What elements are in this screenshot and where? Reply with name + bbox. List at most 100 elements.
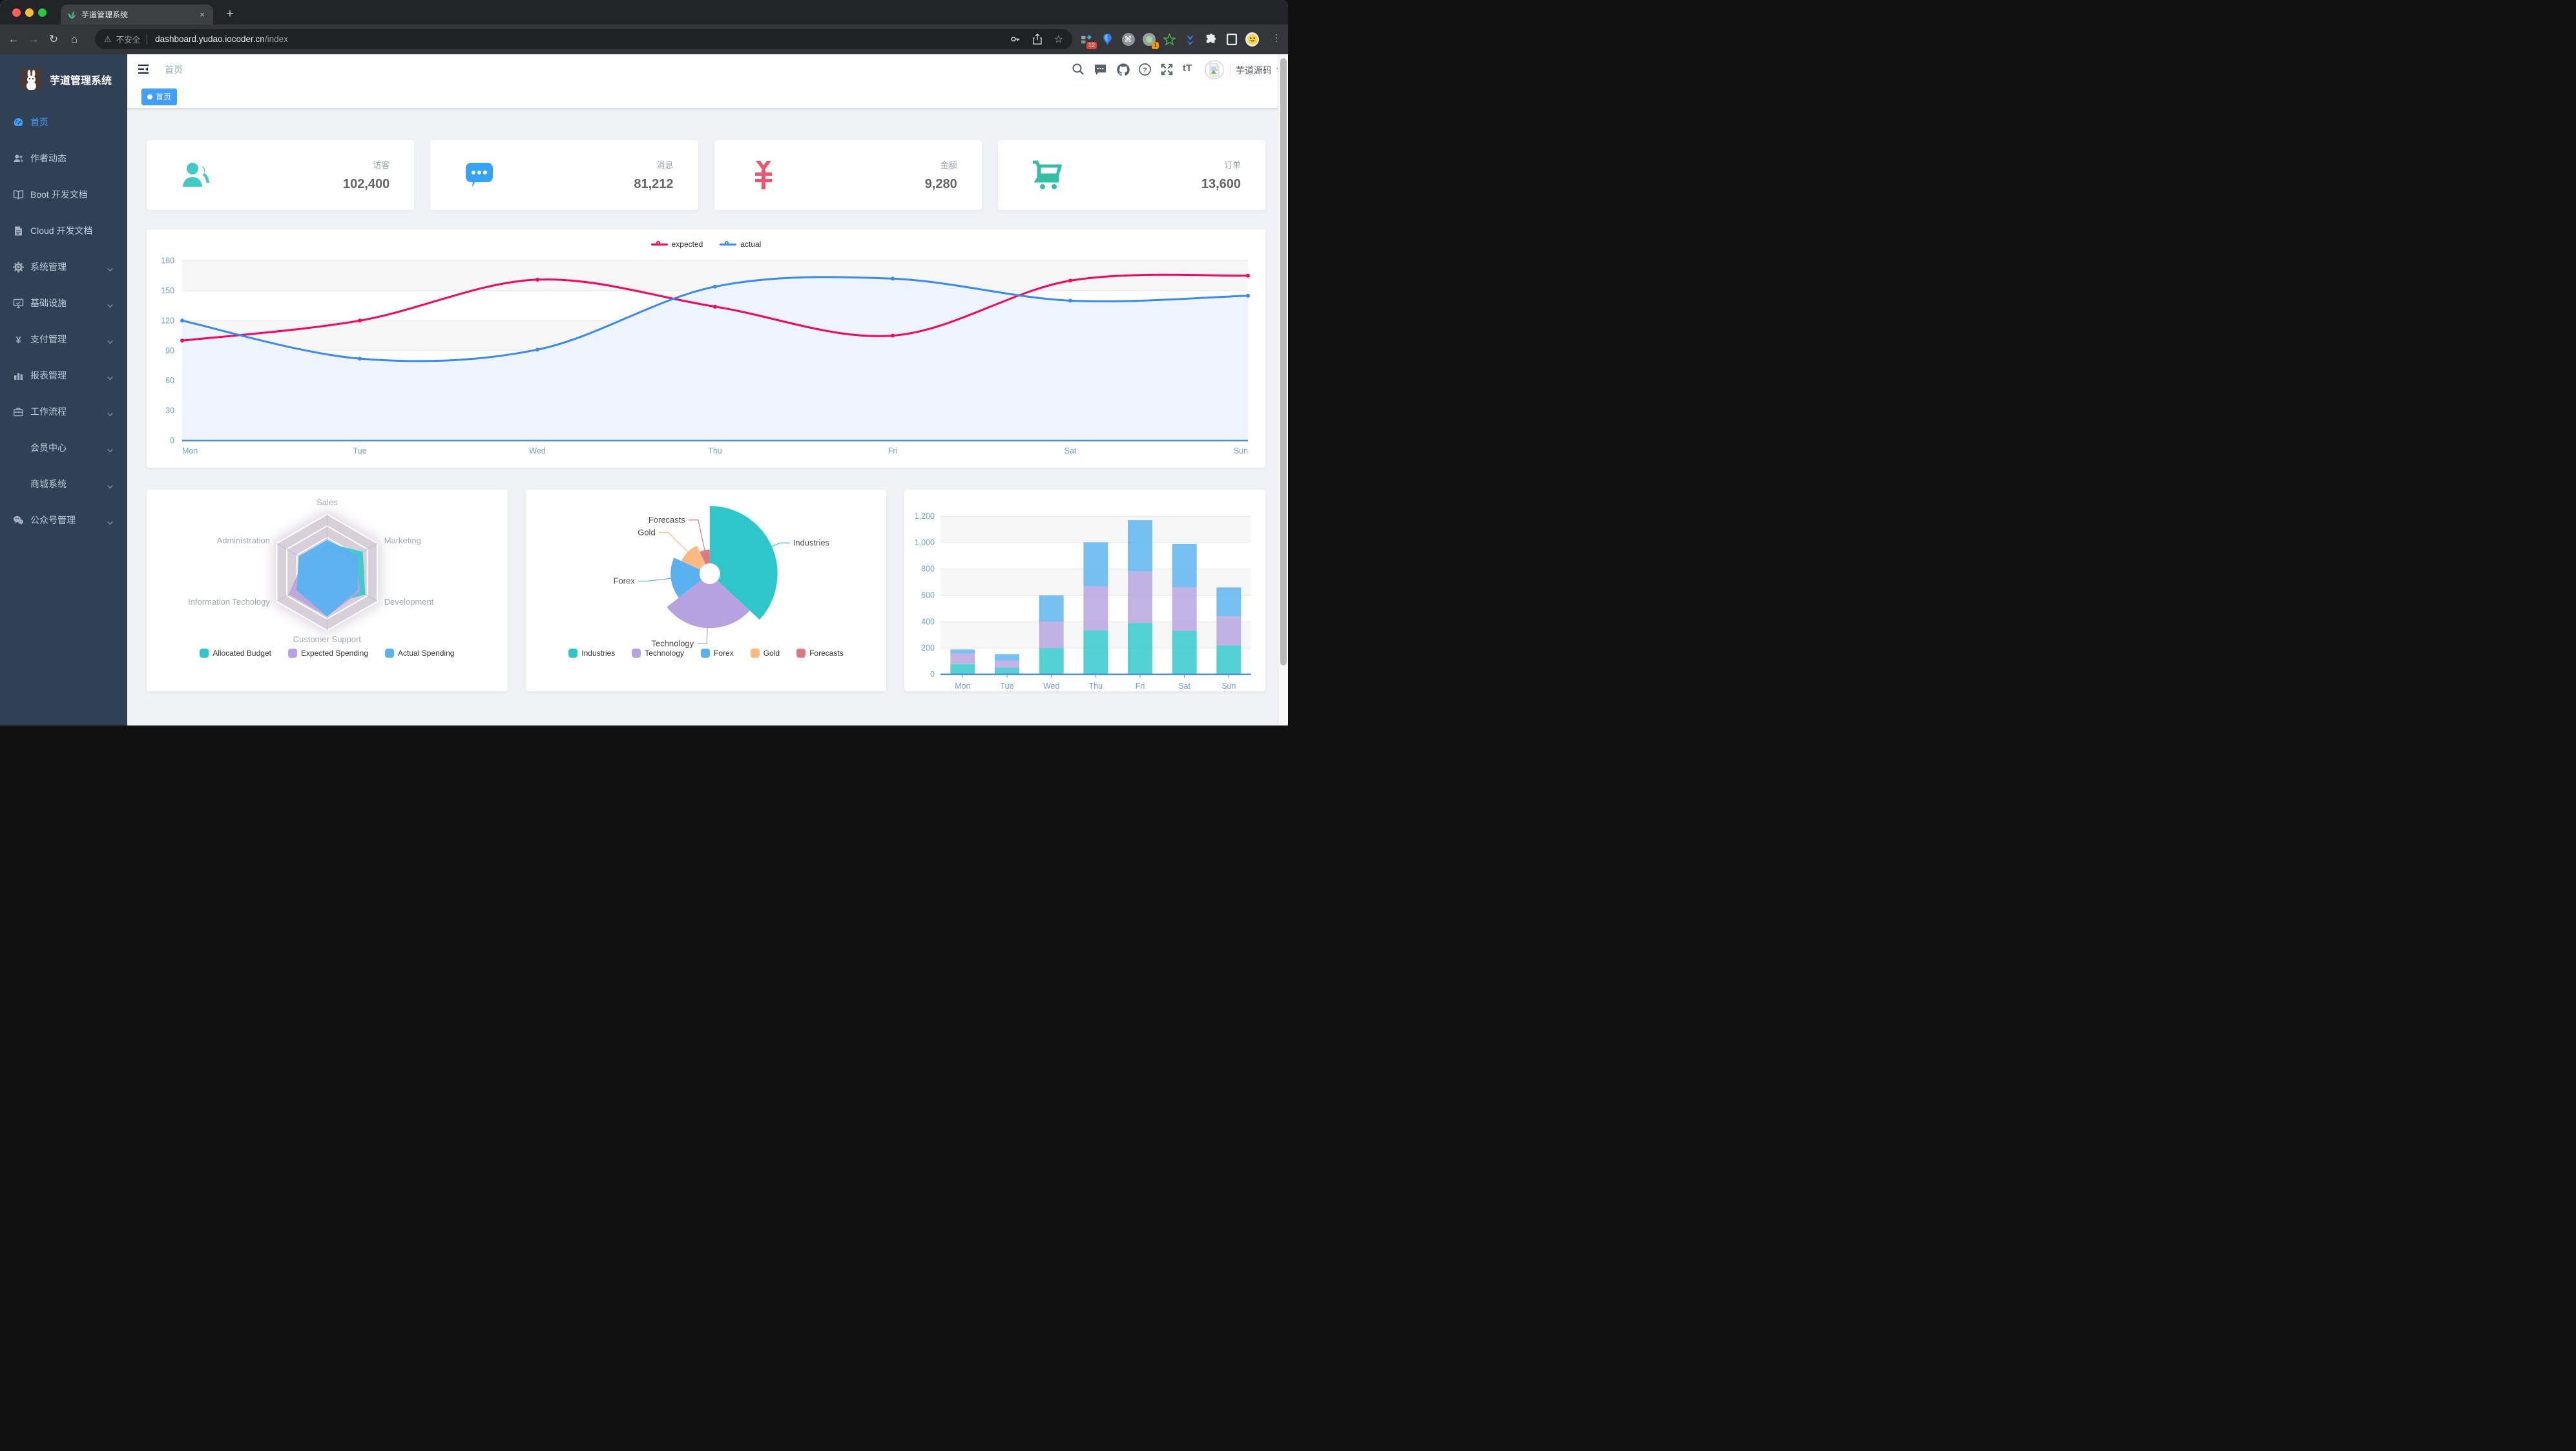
- browser-menu-icon[interactable]: ⋮: [1272, 32, 1281, 43]
- message-icon[interactable]: [1094, 63, 1108, 77]
- sidebar-item-label: 工作流程: [30, 406, 67, 417]
- font-size-icon[interactable]: tT: [1183, 63, 1192, 74]
- sidebar-menu: 首页 作者动态 Boot 开发文档 Cloud 开发文档 系统管理 基础设施 ¥ 支付管理报表…: [0, 104, 127, 538]
- sidebar-item-1[interactable]: 作者动态: [0, 140, 127, 176]
- sidebar-item-9[interactable]: 会员中心: [0, 430, 127, 466]
- legend-item-0[interactable]: Industries: [568, 649, 615, 658]
- pie-chart-card: Industries Technology Forex Gold Forecasts I…: [525, 490, 887, 691]
- sidebar-item-6[interactable]: ¥ 支付管理: [0, 321, 127, 357]
- sidebar-item-4[interactable]: 系统管理: [0, 249, 127, 285]
- legend-item-2[interactable]: Forex: [701, 649, 734, 658]
- legend-item-4[interactable]: Forecasts: [796, 649, 844, 658]
- svg-text:Wed: Wed: [529, 446, 546, 455]
- sidebar-logo[interactable]: 芋道管理系统: [0, 54, 127, 104]
- svg-text:Tue: Tue: [353, 446, 366, 455]
- sidebar-item-2[interactable]: Boot 开发文档: [0, 176, 127, 213]
- close-window-button[interactable]: [12, 8, 21, 17]
- home-icon[interactable]: ⌂: [70, 33, 78, 45]
- address-bar[interactable]: ⚠ 不安全 dashboard.yudao.iocoder.cn /index …: [95, 29, 1072, 49]
- extension-balloon-icon[interactable]: [1101, 33, 1114, 47]
- fullscreen-icon[interactable]: [1160, 63, 1174, 77]
- legend-item-2[interactable]: Actual Spending: [385, 649, 454, 658]
- svg-text:Technology: Technology: [651, 638, 694, 648]
- bookmark-star-icon[interactable]: ☆: [1054, 34, 1063, 45]
- svg-text:Fri: Fri: [1136, 682, 1145, 691]
- user-name[interactable]: 芋道源码: [1236, 65, 1272, 76]
- new-tab-button[interactable]: +: [226, 7, 234, 21]
- stat-card-1[interactable]: 消息 81,212: [430, 140, 698, 210]
- stat-value: 9,280: [924, 177, 957, 191]
- extension-sidepanel-icon[interactable]: [1225, 33, 1238, 47]
- bar-chart: Mon Tue Wed Thu Fri Sat Sun 0 200 400 600 800 1,000 1…: [904, 490, 1265, 691]
- legend-item-1[interactable]: actual: [720, 240, 761, 249]
- extension-star-icon[interactable]: [1163, 33, 1176, 47]
- legend-item-0[interactable]: expected: [650, 240, 703, 249]
- svg-text:0: 0: [930, 670, 935, 679]
- extension-command-icon[interactable]: ⌘: [1121, 33, 1135, 47]
- legend-item-1[interactable]: Technology: [632, 649, 684, 658]
- stat-label: 订单: [1223, 160, 1241, 170]
- zoom-window-button[interactable]: [38, 8, 47, 17]
- legend-swatch: [287, 649, 297, 658]
- line-chart-legend[interactable]: expected actual: [147, 240, 1265, 249]
- tag-active-dot: [147, 94, 152, 99]
- extensions-puzzle-icon[interactable]: [1204, 33, 1218, 47]
- reload-icon[interactable]: ↻: [48, 33, 59, 45]
- sidebar-item-label: 报表管理: [30, 370, 67, 381]
- sidebar-item-label: 公众号管理: [30, 515, 76, 525]
- stat-card-3[interactable]: 订单 13,600: [997, 140, 1265, 210]
- sidebar: 芋道管理系统 首页 作者动态 Boot 开发文档 Cloud 开发文档 系统管理 基础设施…: [0, 54, 127, 725]
- legend-item-0[interactable]: Allocated Budget: [200, 649, 271, 658]
- user-avatar-broken-image-icon[interactable]: [1205, 60, 1224, 79]
- search-icon[interactable]: [1072, 63, 1086, 77]
- minimize-window-button[interactable]: [25, 8, 34, 17]
- browser-tab[interactable]: 芋道管理系统 ×: [61, 5, 213, 25]
- sidebar-item-11[interactable]: 公众号管理: [0, 502, 127, 538]
- forward-icon[interactable]: →: [28, 33, 39, 45]
- pie-chart-legend[interactable]: Industries Technology Forex Gold Forecasts: [526, 649, 887, 658]
- tags-view-bar: 首页: [127, 85, 1288, 109]
- chevron-down-icon: [107, 300, 113, 308]
- scrollbar-thumb[interactable]: [1280, 58, 1287, 665]
- extension-chevrons-icon[interactable]: [1183, 33, 1197, 47]
- tab-close-icon[interactable]: ×: [200, 10, 205, 19]
- bar-chart-card: Mon Tue Wed Thu Fri Sat Sun 0 200 400 600 800 1,000 1…: [904, 490, 1266, 691]
- hamburger-icon[interactable]: [137, 63, 150, 76]
- svg-text:90: 90: [165, 346, 174, 355]
- sidebar-item-10[interactable]: 商城系统: [0, 466, 127, 502]
- svg-text:?: ?: [1143, 67, 1147, 74]
- stat-card-2[interactable]: 金额 9,280: [714, 140, 982, 210]
- share-icon[interactable]: [1032, 34, 1043, 45]
- stat-value: 102,400: [342, 177, 390, 191]
- sidebar-item-0[interactable]: 首页: [0, 104, 127, 140]
- chevron-down-icon: [107, 337, 113, 344]
- back-icon[interactable]: ←: [8, 33, 19, 45]
- monitor-icon: [13, 298, 24, 309]
- page-scrollbar[interactable]: [1278, 54, 1288, 725]
- profile-avatar[interactable]: [1245, 32, 1259, 47]
- browser-window: 芋道管理系统 × + ← → ↻ ⌂ ⚠ 不安全 dashboard.yudao…: [0, 0, 1288, 725]
- radar-chart-legend[interactable]: Allocated Budget Expected Spending Actual …: [147, 649, 508, 658]
- sidebar-item-8[interactable]: 工作流程: [0, 393, 127, 430]
- security-warning-icon[interactable]: ⚠: [104, 34, 112, 44]
- radar-chart: Sales Administration Information Techology…: [147, 490, 508, 691]
- password-key-icon[interactable]: [1010, 34, 1021, 45]
- extension-grid-icon[interactable]: 12: [1080, 33, 1097, 49]
- browser-tab-strip: 芋道管理系统 × +: [0, 0, 1288, 25]
- svg-text:Marketing: Marketing: [384, 536, 421, 545]
- svg-text:Sat: Sat: [1065, 446, 1077, 455]
- dashboard-content: 访客 102,400 消息 81,212 金额 9,280 订单 13,600 …: [127, 109, 1288, 725]
- github-icon[interactable]: [1116, 63, 1130, 77]
- extension-recorder-icon[interactable]: 1: [1142, 33, 1159, 49]
- sidebar-item-5[interactable]: 基础设施: [0, 285, 127, 321]
- stat-card-0[interactable]: 访客 102,400: [147, 140, 415, 210]
- sidebar-item-3[interactable]: Cloud 开发文档: [0, 213, 127, 249]
- svg-text:200: 200: [921, 643, 935, 652]
- svg-text:0: 0: [170, 436, 174, 445]
- svg-text:Tue: Tue: [1001, 682, 1014, 691]
- tag-home[interactable]: 首页: [141, 88, 178, 105]
- legend-item-1[interactable]: Expected Spending: [287, 649, 368, 658]
- help-icon[interactable]: ?: [1138, 63, 1152, 77]
- legend-item-3[interactable]: Gold: [750, 649, 780, 658]
- sidebar-item-7[interactable]: 报表管理: [0, 357, 127, 393]
